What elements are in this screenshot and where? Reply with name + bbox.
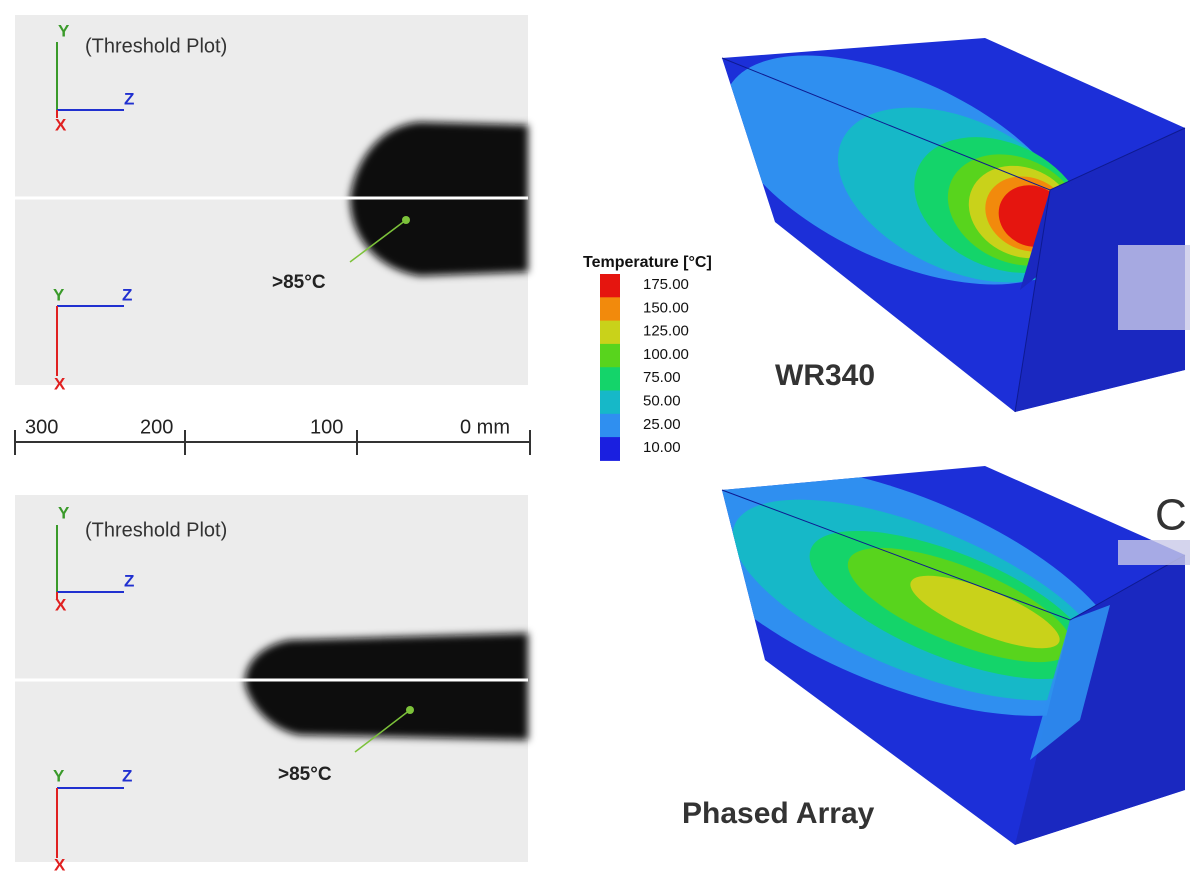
overlay-shape <box>1118 245 1190 330</box>
legend-label: 175.00 <box>643 276 689 293</box>
model-label: Phased Array <box>682 797 875 830</box>
threshold-panel: >85°C (Threshold Plot) Y Z X Y Z X <box>15 495 528 872</box>
legend-swatch <box>600 367 620 391</box>
axis-triad: Y Z X <box>55 503 134 614</box>
axis-label: Y <box>58 503 70 522</box>
axis-triad: Y Z X <box>53 285 132 393</box>
axis-label: Z <box>124 89 134 108</box>
axis-label: X <box>55 115 67 134</box>
legend-title: Temperature [°C] <box>583 254 712 271</box>
legend-swatch <box>600 343 620 368</box>
legend-swatch <box>600 274 620 298</box>
axis-triad: Y Z X <box>55 21 134 134</box>
leader-line <box>349 219 407 263</box>
axis-triad: Y Z X <box>53 766 132 872</box>
legend: Temperature [°C] 175.00 150.00 125.00 100.0… <box>583 254 712 461</box>
scale-label: 100 <box>310 416 343 438</box>
legend-label: 125.00 <box>643 323 689 340</box>
axis-label: Y <box>58 21 70 40</box>
legend-label: 25.00 <box>643 416 681 433</box>
model-3d: WR340 <box>721 38 1186 413</box>
axis-label: Y <box>53 285 65 304</box>
axis-label: X <box>54 374 66 393</box>
legend-swatch <box>600 437 620 461</box>
overlay-shape <box>1118 540 1190 565</box>
model-label: WR340 <box>775 359 875 392</box>
legend-label: 100.00 <box>643 346 689 363</box>
axis-label: X <box>54 855 66 872</box>
model-3d: Phased Array <box>682 466 1186 845</box>
leader-line <box>354 709 411 753</box>
legend-label: 50.00 <box>643 392 681 409</box>
edge-text: C <box>1155 491 1187 540</box>
axis-label: X <box>55 595 67 614</box>
legend-swatch <box>600 320 620 345</box>
legend-swatch <box>600 413 620 438</box>
scale-label: 200 <box>140 416 173 438</box>
panel-label: (Threshold Plot) <box>85 35 227 57</box>
threshold-panel: >85°C (Threshold Plot) Y Z X Y Z X <box>15 15 528 393</box>
axis-label: Z <box>124 571 134 590</box>
legend-label: 150.00 <box>643 299 689 316</box>
axis-label: Y <box>53 766 65 785</box>
annotation: >85°C <box>272 272 326 293</box>
legend-swatch <box>600 390 620 415</box>
threshold-region <box>244 633 528 740</box>
annotation: >85°C <box>278 764 332 785</box>
panel-label: (Threshold Plot) <box>85 519 227 541</box>
legend-label: 75.00 <box>643 369 681 386</box>
scale-bar: 300 200 100 0 mm <box>14 416 531 455</box>
axis-label: Z <box>122 766 132 785</box>
legend-swatch <box>600 297 620 322</box>
scale-label: 0 mm <box>460 416 510 438</box>
axis-label: Z <box>122 285 132 304</box>
legend-label: 10.00 <box>643 439 681 456</box>
scale-label: 300 <box>25 416 58 438</box>
